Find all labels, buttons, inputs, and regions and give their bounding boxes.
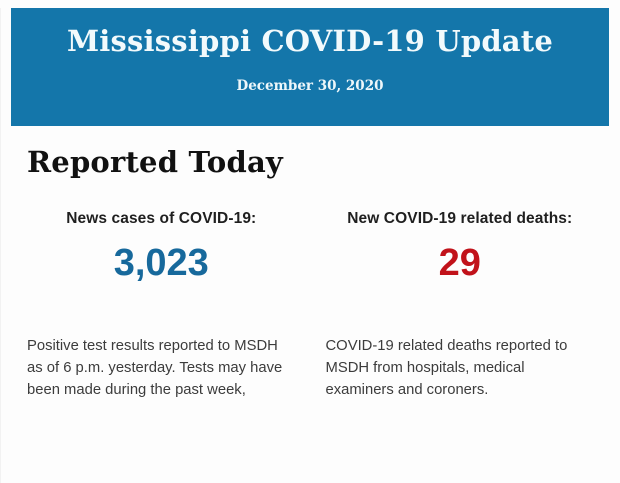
stats-grid: News cases of COVID-19: 3,023 Positive t… bbox=[27, 210, 594, 401]
reported-today-heading: Reported Today bbox=[27, 145, 283, 179]
new-deaths-label: New COVID-19 related deaths: bbox=[347, 210, 573, 227]
new-deaths-stat: New COVID-19 related deaths: 29 COVID-19… bbox=[326, 210, 595, 401]
new-cases-label: News cases of COVID-19: bbox=[66, 210, 257, 227]
banner-title: Mississippi COVID-19 Update bbox=[66, 24, 554, 58]
main-content: Reported Today News cases of COVID-19: 3… bbox=[1, 145, 620, 401]
new-cases-stat: News cases of COVID-19: 3,023 Positive t… bbox=[27, 210, 296, 401]
page: Mississippi COVID-19 Update December 30,… bbox=[0, 8, 620, 483]
banner-date: December 30, 2020 bbox=[236, 78, 384, 95]
new-deaths-description: COVID-19 related deaths reported to MSDH… bbox=[325, 337, 568, 398]
new-cases-value: 3,023 bbox=[113, 242, 209, 284]
new-cases-description: Positive test results reported to MSDH a… bbox=[27, 337, 283, 398]
new-deaths-value: 29 bbox=[438, 242, 481, 284]
update-banner: Mississippi COVID-19 Update December 30,… bbox=[11, 8, 609, 126]
